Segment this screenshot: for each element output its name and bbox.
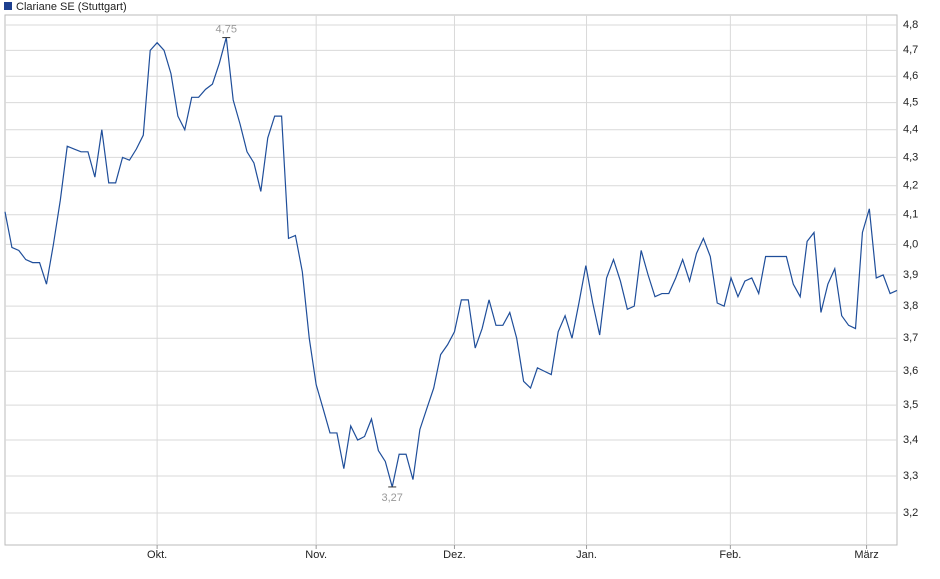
y-tick-label: 4,5 (903, 97, 918, 109)
x-tick-label: Jan. (576, 549, 597, 561)
y-tick-label: 4,2 (903, 180, 918, 192)
y-tick-label: 4,7 (903, 44, 918, 56)
y-tick-label: 3,9 (903, 269, 918, 281)
x-tick-label: Feb. (719, 549, 741, 561)
y-tick-label: 4,4 (903, 124, 918, 136)
y-tick-label: 3,3 (903, 470, 918, 482)
legend-label: Clariane SE (Stuttgart) (16, 1, 127, 13)
y-tick-label: 4,1 (903, 209, 918, 221)
y-tick-label: 4,6 (903, 70, 918, 82)
y-tick-label: 4,8 (903, 19, 918, 31)
annotation: 4,75 (216, 23, 237, 35)
y-tick-label: 3,8 (903, 300, 918, 312)
annotation: 3,27 (382, 492, 403, 504)
x-tick-label: Nov. (305, 549, 327, 561)
plot-frame (4, 14, 898, 546)
x-tick-label: Dez. (443, 549, 466, 561)
y-tick-label: 3,4 (903, 434, 918, 446)
y-tick-label: 4,3 (903, 151, 918, 163)
price-line (4, 37, 898, 488)
legend-swatch (4, 2, 12, 10)
x-tick-label: Okt. (147, 549, 167, 561)
y-tick-label: 3,2 (903, 507, 918, 519)
y-tick-label: 3,5 (903, 399, 918, 411)
y-tick-label: 4,0 (903, 238, 918, 250)
y-tick-label: 3,7 (903, 332, 918, 344)
x-tick-label: März (854, 549, 878, 561)
y-tick-label: 3,6 (903, 365, 918, 377)
